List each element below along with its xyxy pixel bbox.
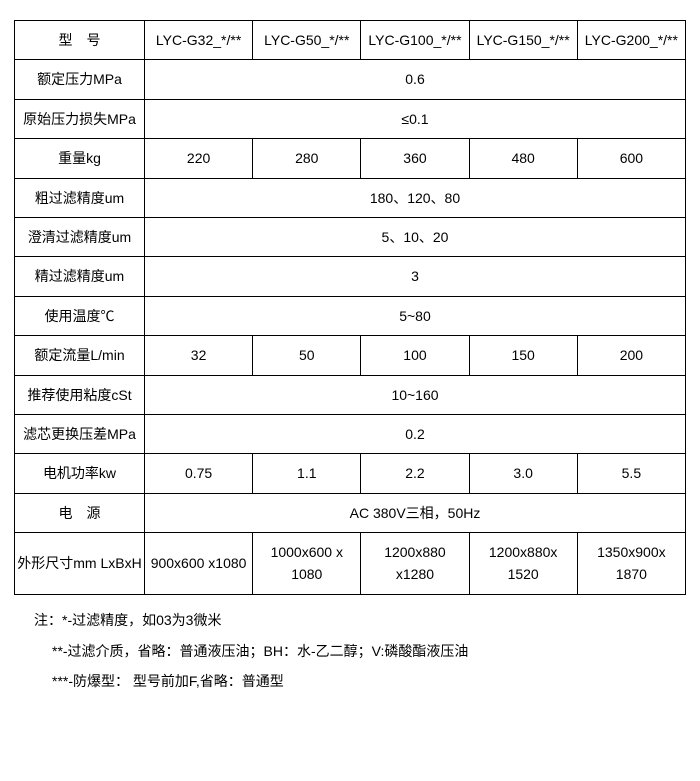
row-label: 澄清过滤精度um xyxy=(15,217,145,256)
row-label: 电机功率kw xyxy=(15,454,145,493)
row-label: 精过滤精度um xyxy=(15,257,145,296)
row-value: 32 xyxy=(145,336,253,375)
row-value: 2.2 xyxy=(361,454,469,493)
spec-table: 型 号LYC-G32_*/**LYC-G50_*/**LYC-G100_*/**… xyxy=(14,20,686,595)
model-header: LYC-G32_*/** xyxy=(145,21,253,60)
model-header: LYC-G50_*/** xyxy=(253,21,361,60)
row-label: 使用温度℃ xyxy=(15,296,145,335)
row-value: 900x600 x1080 xyxy=(145,533,253,595)
row-value: 200 xyxy=(577,336,685,375)
row-label: 原始压力损失MPa xyxy=(15,99,145,138)
row-label: 滤芯更换压差MPa xyxy=(15,414,145,453)
row-value-merged: 5、10、20 xyxy=(145,217,686,256)
row-label: 电 源 xyxy=(15,493,145,532)
row-value-merged: 180、120、80 xyxy=(145,178,686,217)
row-value: 150 xyxy=(469,336,577,375)
row-value-merged: 3 xyxy=(145,257,686,296)
row-value-merged: AC 380V三相，50Hz xyxy=(145,493,686,532)
row-label: 外形尺寸mm LxBxH xyxy=(15,533,145,595)
row-value: 1200x880 x1280 xyxy=(361,533,469,595)
model-header: LYC-G100_*/** xyxy=(361,21,469,60)
row-value-merged: 10~160 xyxy=(145,375,686,414)
footnote-3: ***-防爆型： 型号前加F,省略：普通型 xyxy=(34,666,686,697)
row-label: 推荐使用粘度cSt xyxy=(15,375,145,414)
row-value-merged: 0.2 xyxy=(145,414,686,453)
row-value: 50 xyxy=(253,336,361,375)
row-value: 1350x900x 1870 xyxy=(577,533,685,595)
row-value: 100 xyxy=(361,336,469,375)
row-value: 1000x600 x 1080 xyxy=(253,533,361,595)
row-value: 220 xyxy=(145,139,253,178)
row-value: 280 xyxy=(253,139,361,178)
row-value: 1.1 xyxy=(253,454,361,493)
model-header: LYC-G150_*/** xyxy=(469,21,577,60)
row-value: 480 xyxy=(469,139,577,178)
row-value: 0.75 xyxy=(145,454,253,493)
row-value: 600 xyxy=(577,139,685,178)
row-value: 360 xyxy=(361,139,469,178)
footnote-1: 注：*-过滤精度，如03为3微米 xyxy=(34,605,686,636)
row-value: 5.5 xyxy=(577,454,685,493)
row-label: 额定压力MPa xyxy=(15,60,145,99)
row-value-merged: ≤0.1 xyxy=(145,99,686,138)
row-label: 重量kg xyxy=(15,139,145,178)
row-value-merged: 0.6 xyxy=(145,60,686,99)
row-value: 1200x880x 1520 xyxy=(469,533,577,595)
footnote-2: **-过滤介质，省略：普通液压油；BH：水-乙二醇；V:磷酸酯液压油 xyxy=(34,636,686,667)
row-label: 粗过滤精度um xyxy=(15,178,145,217)
header-label: 型 号 xyxy=(15,21,145,60)
model-header: LYC-G200_*/** xyxy=(577,21,685,60)
row-value-merged: 5~80 xyxy=(145,296,686,335)
row-label: 额定流量L/min xyxy=(15,336,145,375)
row-value: 3.0 xyxy=(469,454,577,493)
footnotes: 注：*-过滤精度，如03为3微米 **-过滤介质，省略：普通液压油；BH：水-乙… xyxy=(14,605,686,697)
